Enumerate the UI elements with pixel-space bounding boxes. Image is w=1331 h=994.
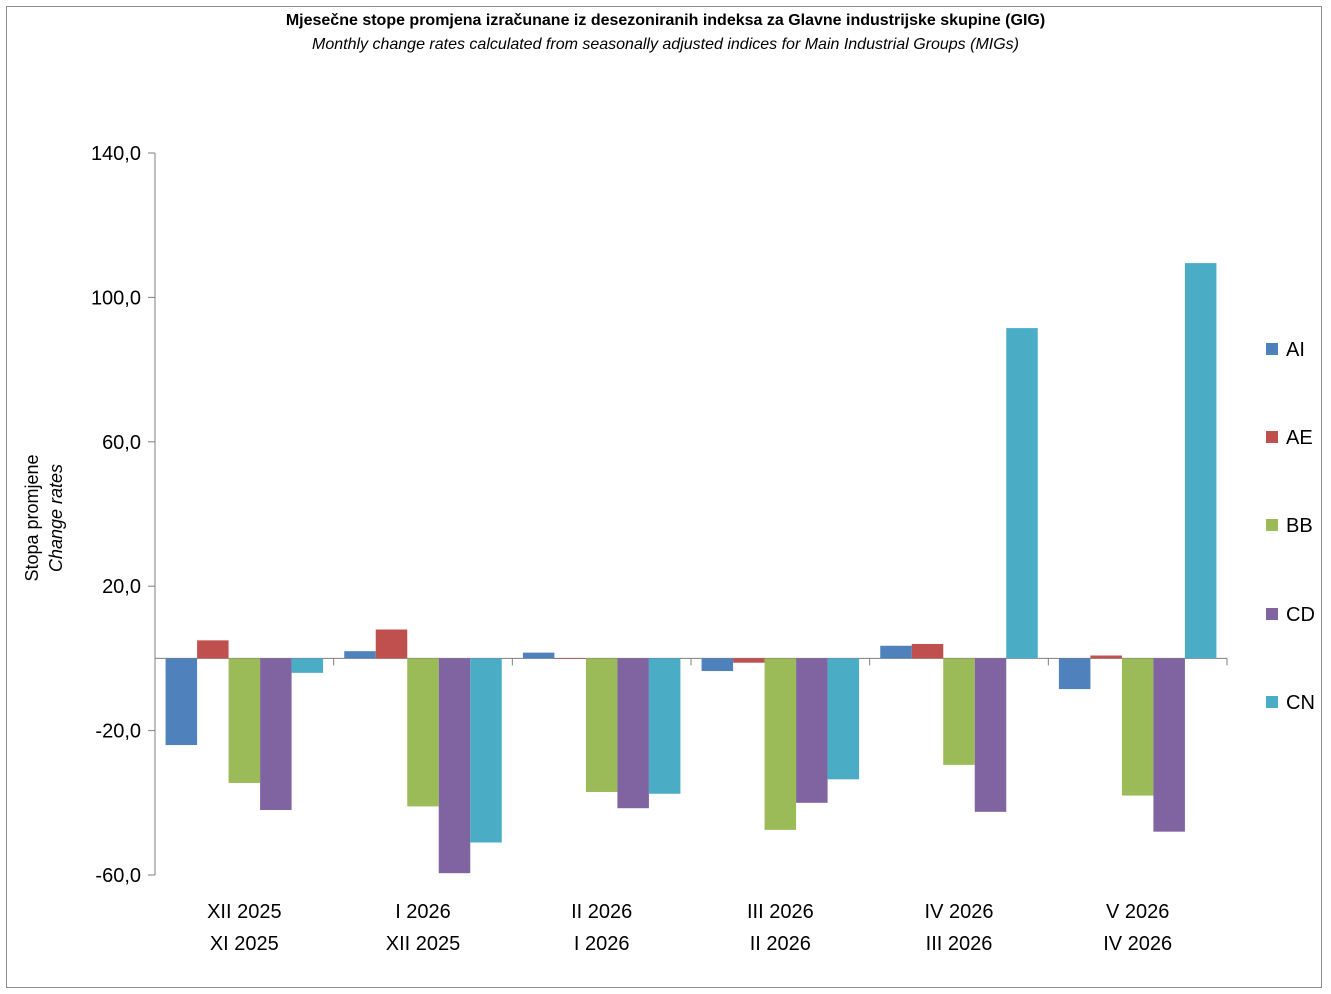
bar-bb bbox=[407, 658, 439, 807]
x-category-label-base: XI 2025 bbox=[210, 933, 279, 955]
bar-cn bbox=[827, 658, 860, 780]
bar-bb bbox=[1121, 658, 1154, 796]
bar-bb bbox=[585, 658, 618, 792]
y-axis-label-en: Change rates bbox=[46, 464, 66, 572]
x-category-label-base: XII 2025 bbox=[386, 933, 461, 955]
legend-swatch-ae bbox=[1266, 431, 1278, 443]
y-tick-label: -60,0 bbox=[95, 865, 141, 887]
bar-bb bbox=[764, 658, 797, 830]
bar-cd bbox=[1153, 658, 1185, 832]
bar-cd bbox=[617, 658, 649, 809]
bar-ae bbox=[197, 640, 229, 659]
bar-ae bbox=[911, 643, 944, 659]
y-axis-label: Stopa promjene bbox=[22, 454, 42, 581]
bar-cn bbox=[1006, 328, 1038, 659]
y-tick-label: 60,0 bbox=[102, 432, 141, 454]
x-category-label: XII 2025 bbox=[207, 901, 282, 923]
bar-ae bbox=[733, 658, 765, 663]
axes: -60,0 -20,0 20,0 60,0 100,0 140,0 XII 2025 XI 2… bbox=[91, 143, 1228, 955]
legend-swatch-cd bbox=[1266, 608, 1278, 620]
legend-swatch-bb bbox=[1266, 519, 1278, 531]
legend-swatch-ai bbox=[1266, 343, 1278, 355]
x-category-label-base: III 2026 bbox=[926, 933, 993, 955]
legend-label-cd: CD bbox=[1286, 604, 1315, 626]
y-tick-label: 20,0 bbox=[102, 576, 141, 598]
bar-cn bbox=[291, 658, 324, 673]
y-tick-label: -20,0 bbox=[95, 721, 141, 743]
bar-ai bbox=[165, 658, 198, 746]
legend-swatch-cn bbox=[1266, 696, 1278, 708]
legend-label-cn: CN bbox=[1286, 692, 1315, 714]
bar-cd bbox=[796, 658, 828, 803]
bar-ae bbox=[554, 658, 586, 659]
bars bbox=[165, 263, 1217, 874]
x-category-label-base: IV 2026 bbox=[1103, 933, 1172, 955]
chart-subtitle: Monthly change rates calculated from sea… bbox=[312, 36, 1019, 53]
bar-bb bbox=[228, 658, 261, 783]
x-category-label: V 2026 bbox=[1106, 901, 1169, 923]
legend: AI AE BB CD CN bbox=[1266, 339, 1315, 714]
bar-cn bbox=[648, 658, 681, 794]
x-category-label: IV 2026 bbox=[925, 901, 994, 923]
x-category-label: III 2026 bbox=[747, 901, 814, 923]
bar-cn bbox=[1184, 263, 1217, 659]
chart-frame bbox=[6, 6, 1322, 988]
bar-ae bbox=[375, 629, 408, 659]
bar-ai bbox=[344, 651, 376, 659]
chart-title: Mjesečne stope promjena izračunane iz de… bbox=[285, 12, 1046, 29]
bar-ai bbox=[522, 652, 555, 659]
y-tick-label: 140,0 bbox=[91, 143, 141, 165]
bar-cn bbox=[470, 658, 502, 843]
legend-label-ae: AE bbox=[1286, 427, 1313, 449]
bar-cd bbox=[438, 658, 471, 874]
x-category-label-base: I 2026 bbox=[574, 933, 630, 955]
x-category-label-base: II 2026 bbox=[750, 933, 811, 955]
x-category-label: I 2026 bbox=[395, 901, 451, 923]
y-axis-title: Stopa promjene Change rates bbox=[22, 454, 66, 581]
bar-bb bbox=[943, 658, 975, 765]
legend-label-ai: AI bbox=[1286, 339, 1305, 361]
y-tick-label: 100,0 bbox=[91, 287, 141, 309]
bar-cd bbox=[260, 658, 292, 811]
bar-ai bbox=[1058, 658, 1091, 690]
legend-label-bb: BB bbox=[1286, 515, 1313, 537]
x-category-label: II 2026 bbox=[571, 901, 632, 923]
bar-ae bbox=[1090, 655, 1122, 659]
bar-ai bbox=[880, 645, 912, 659]
bar-ai bbox=[701, 658, 734, 672]
bar-cd bbox=[974, 658, 1007, 812]
